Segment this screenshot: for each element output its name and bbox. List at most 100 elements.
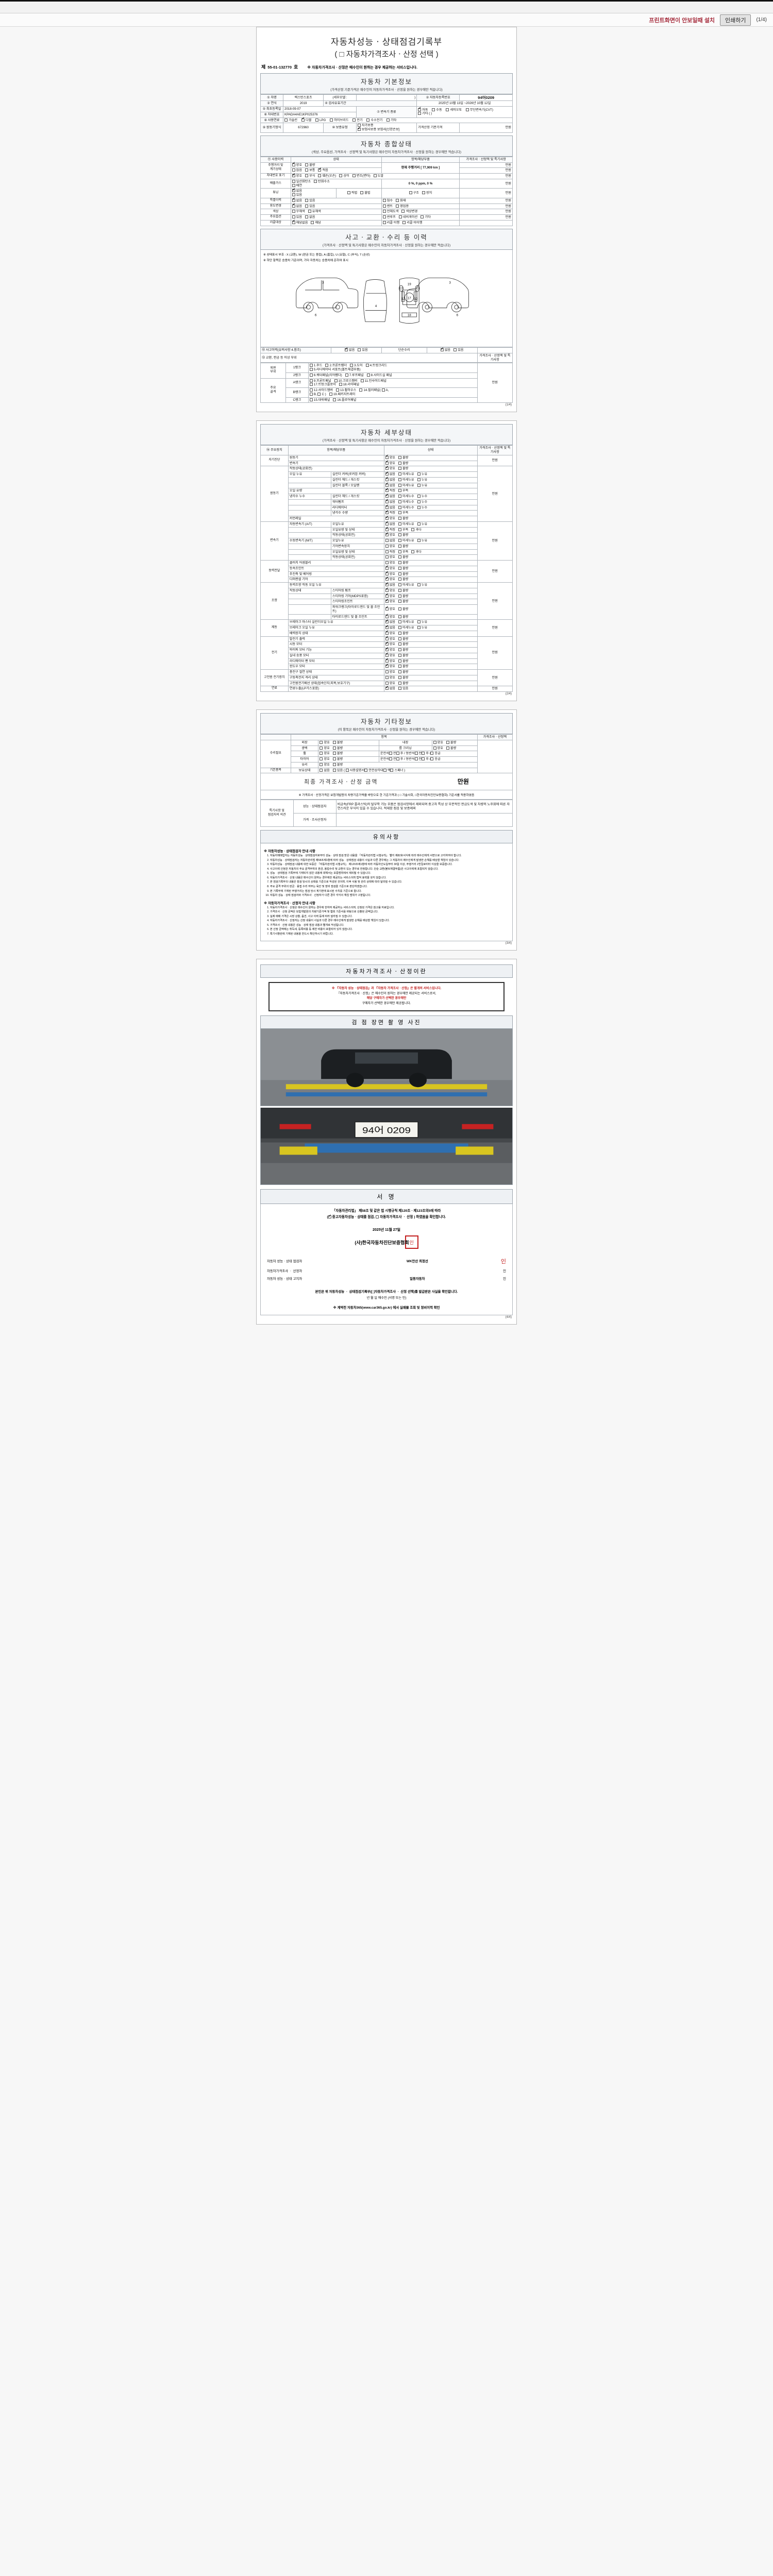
fuel-options[interactable]: 가솔린 디젤 LPG 하이브리드 전기 수소전기 기타 [283, 117, 513, 124]
detail-state-option[interactable]: 불량 [398, 653, 408, 658]
wheel-positions[interactable]: 운전석 전 후 / 동반석 전 후 / 응급 [378, 751, 478, 757]
detail-state-option[interactable]: 없음 [385, 521, 395, 527]
fuel-option[interactable]: 가솔린 [284, 118, 297, 123]
detail-state-option[interactable]: 양호 [385, 658, 395, 664]
detail-state-option[interactable]: 부족 [398, 511, 408, 515]
detail-state-option[interactable]: 없음 [385, 504, 395, 510]
detail-state-option[interactable]: 미세누수 [398, 495, 414, 499]
detail-state-option[interactable]: 적정 [385, 488, 395, 493]
transmission-option[interactable]: 기타 ( ) [418, 112, 432, 116]
tuning-type[interactable]: 구조 장치 [381, 188, 460, 198]
fuel-option[interactable]: 디젤 [301, 117, 311, 123]
rank-items[interactable]: 9.프론트패널 10.크로스멤버 11.인사이드패널 17.트렁크플로어 18.리어패… [308, 378, 478, 388]
detail-state-option[interactable]: 있음 [398, 687, 408, 691]
detail-state-option[interactable]: 양호 [385, 675, 395, 680]
detail-state-option[interactable]: 불량 [398, 561, 408, 565]
detail-state-option[interactable]: 없음 [385, 499, 395, 504]
detail-state-option[interactable]: 미세누수 [398, 500, 414, 504]
emission-options[interactable]: 일산화탄소 탄화수소 매연 [290, 178, 382, 189]
detail-state-option[interactable]: 불량 [398, 615, 408, 619]
detail-state-option[interactable]: 양호 [385, 593, 395, 599]
detail-state-option[interactable]: 없음 [385, 582, 395, 587]
detail-state-option[interactable]: 미세누유 [398, 539, 414, 543]
detail-state-option[interactable]: 양호 [385, 664, 395, 669]
detail-state-option[interactable]: 부족 [398, 550, 408, 554]
detail-state-option[interactable]: 양호 [385, 544, 395, 549]
detail-state-option[interactable]: 불량 [398, 572, 408, 577]
detail-state-option[interactable]: 없음 [385, 686, 395, 691]
detail-state-option[interactable]: 누유 [417, 583, 427, 587]
color-change[interactable]: 전체도색 색상변경 [381, 209, 460, 215]
detail-state-option[interactable]: 양호 [385, 641, 395, 647]
detail-state-option[interactable]: 불량 [398, 594, 408, 599]
detail-state-option[interactable]: 양호 [385, 577, 395, 582]
detail-state-option[interactable]: 불량 [398, 675, 408, 680]
detail-state-option[interactable]: 부족 [398, 528, 408, 532]
rank-items[interactable]: 12.사이드멤버 13.휠하우스 14.필러패널( A, B, C ) 19.패키지트… [308, 387, 478, 398]
detail-state-option[interactable]: 양호 [385, 466, 395, 471]
detail-state-option[interactable]: 적정 [385, 527, 395, 532]
detail-state-option[interactable]: 불량 [398, 659, 408, 664]
detail-state-option[interactable]: 불량 [398, 588, 408, 593]
detail-state-option[interactable]: 부족 [398, 489, 408, 493]
detail-state-option[interactable]: 불량 [398, 607, 408, 612]
print-help-link[interactable]: 프린트화면이 안보일때 설치 [649, 17, 715, 24]
detail-state-option[interactable]: 불량 [398, 461, 408, 466]
detail-state-option[interactable]: 불량 [398, 631, 408, 636]
transmission-option[interactable]: 세미오토 [446, 108, 462, 112]
detail-state-option[interactable]: 불량 [398, 642, 408, 647]
detail-state-option[interactable]: 양호 [385, 555, 395, 560]
detail-state-option[interactable]: 없음 [385, 619, 395, 624]
detail-state-option[interactable]: 없음 [385, 494, 395, 499]
detail-state-option[interactable]: 없음 [385, 539, 395, 543]
rank-items[interactable]: 15.대쉬패널 16.플로어패널 [308, 397, 478, 403]
detail-state-option[interactable]: 양호 [385, 636, 395, 641]
detail-state-option[interactable]: 양호 [385, 647, 395, 652]
special-type[interactable]: 침수 화재 [381, 197, 460, 204]
detail-state-option[interactable]: 양호 [385, 599, 395, 604]
repair-item-options[interactable]: 양호 불량 [318, 745, 379, 752]
usechange-type[interactable]: 렌트 영업용 [381, 203, 460, 210]
detail-state-option[interactable]: 불량 [398, 555, 408, 560]
detail-state-option[interactable]: 양호 [385, 630, 395, 636]
detail-state-option[interactable]: 누수 [417, 505, 427, 510]
detail-state-option[interactable]: 과다 [411, 550, 422, 554]
detail-state-option[interactable]: 미세누유 [398, 472, 414, 477]
detail-state-option[interactable]: 미세누유 [398, 620, 414, 624]
detail-state-option[interactable]: 누수 [417, 500, 427, 504]
appraisal-checkbox[interactable] [376, 1215, 379, 1219]
detail-state-option[interactable]: 불량 [398, 566, 408, 571]
detail-state-option[interactable]: 양호 [385, 652, 395, 658]
tire-positions[interactable]: 운전석 전 후 / 동반석 전 후 / 응급 [378, 756, 478, 762]
